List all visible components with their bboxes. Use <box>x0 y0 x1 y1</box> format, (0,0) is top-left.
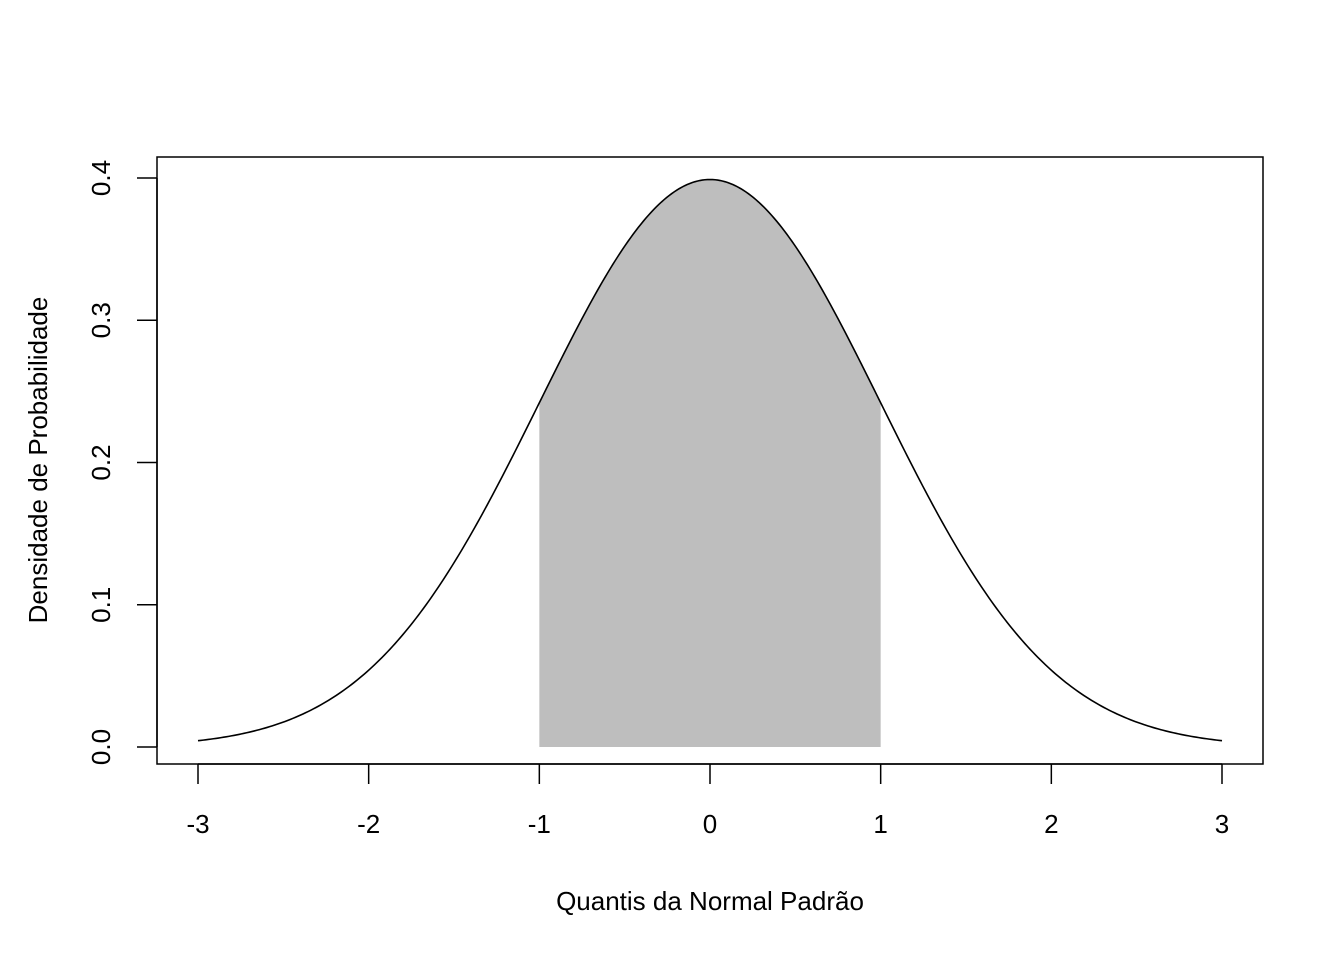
x-tick-label: -2 <box>357 809 380 839</box>
density-curve-layer <box>197 178 1223 742</box>
y-tick-label: 0.2 <box>86 444 116 480</box>
density-curve <box>197 178 1223 742</box>
y-axis: 0.0 0.1 0.2 0.3 0.4 <box>86 160 158 765</box>
x-tick-label: -3 <box>186 809 209 839</box>
x-tick-label: 3 <box>1215 809 1229 839</box>
y-tick-label: 0.0 <box>86 729 116 765</box>
x-axis-label: Quantis da Normal Padrão <box>556 886 864 916</box>
y-tick-label: 0.1 <box>86 587 116 623</box>
x-tick-label: 2 <box>1044 809 1058 839</box>
y-tick-label: 0.4 <box>86 160 116 196</box>
shaded-region-layer <box>539 179 881 747</box>
x-tick-label: 0 <box>703 809 717 839</box>
x-tick-label: -1 <box>528 809 551 839</box>
y-tick-label: 0.3 <box>86 302 116 338</box>
shaded-area <box>539 179 881 747</box>
y-axis-label: Densidade de Probabilidade <box>23 297 53 624</box>
x-tick-label: 1 <box>873 809 887 839</box>
x-axis: -3 -2 -1 0 1 2 3 <box>186 763 1229 839</box>
